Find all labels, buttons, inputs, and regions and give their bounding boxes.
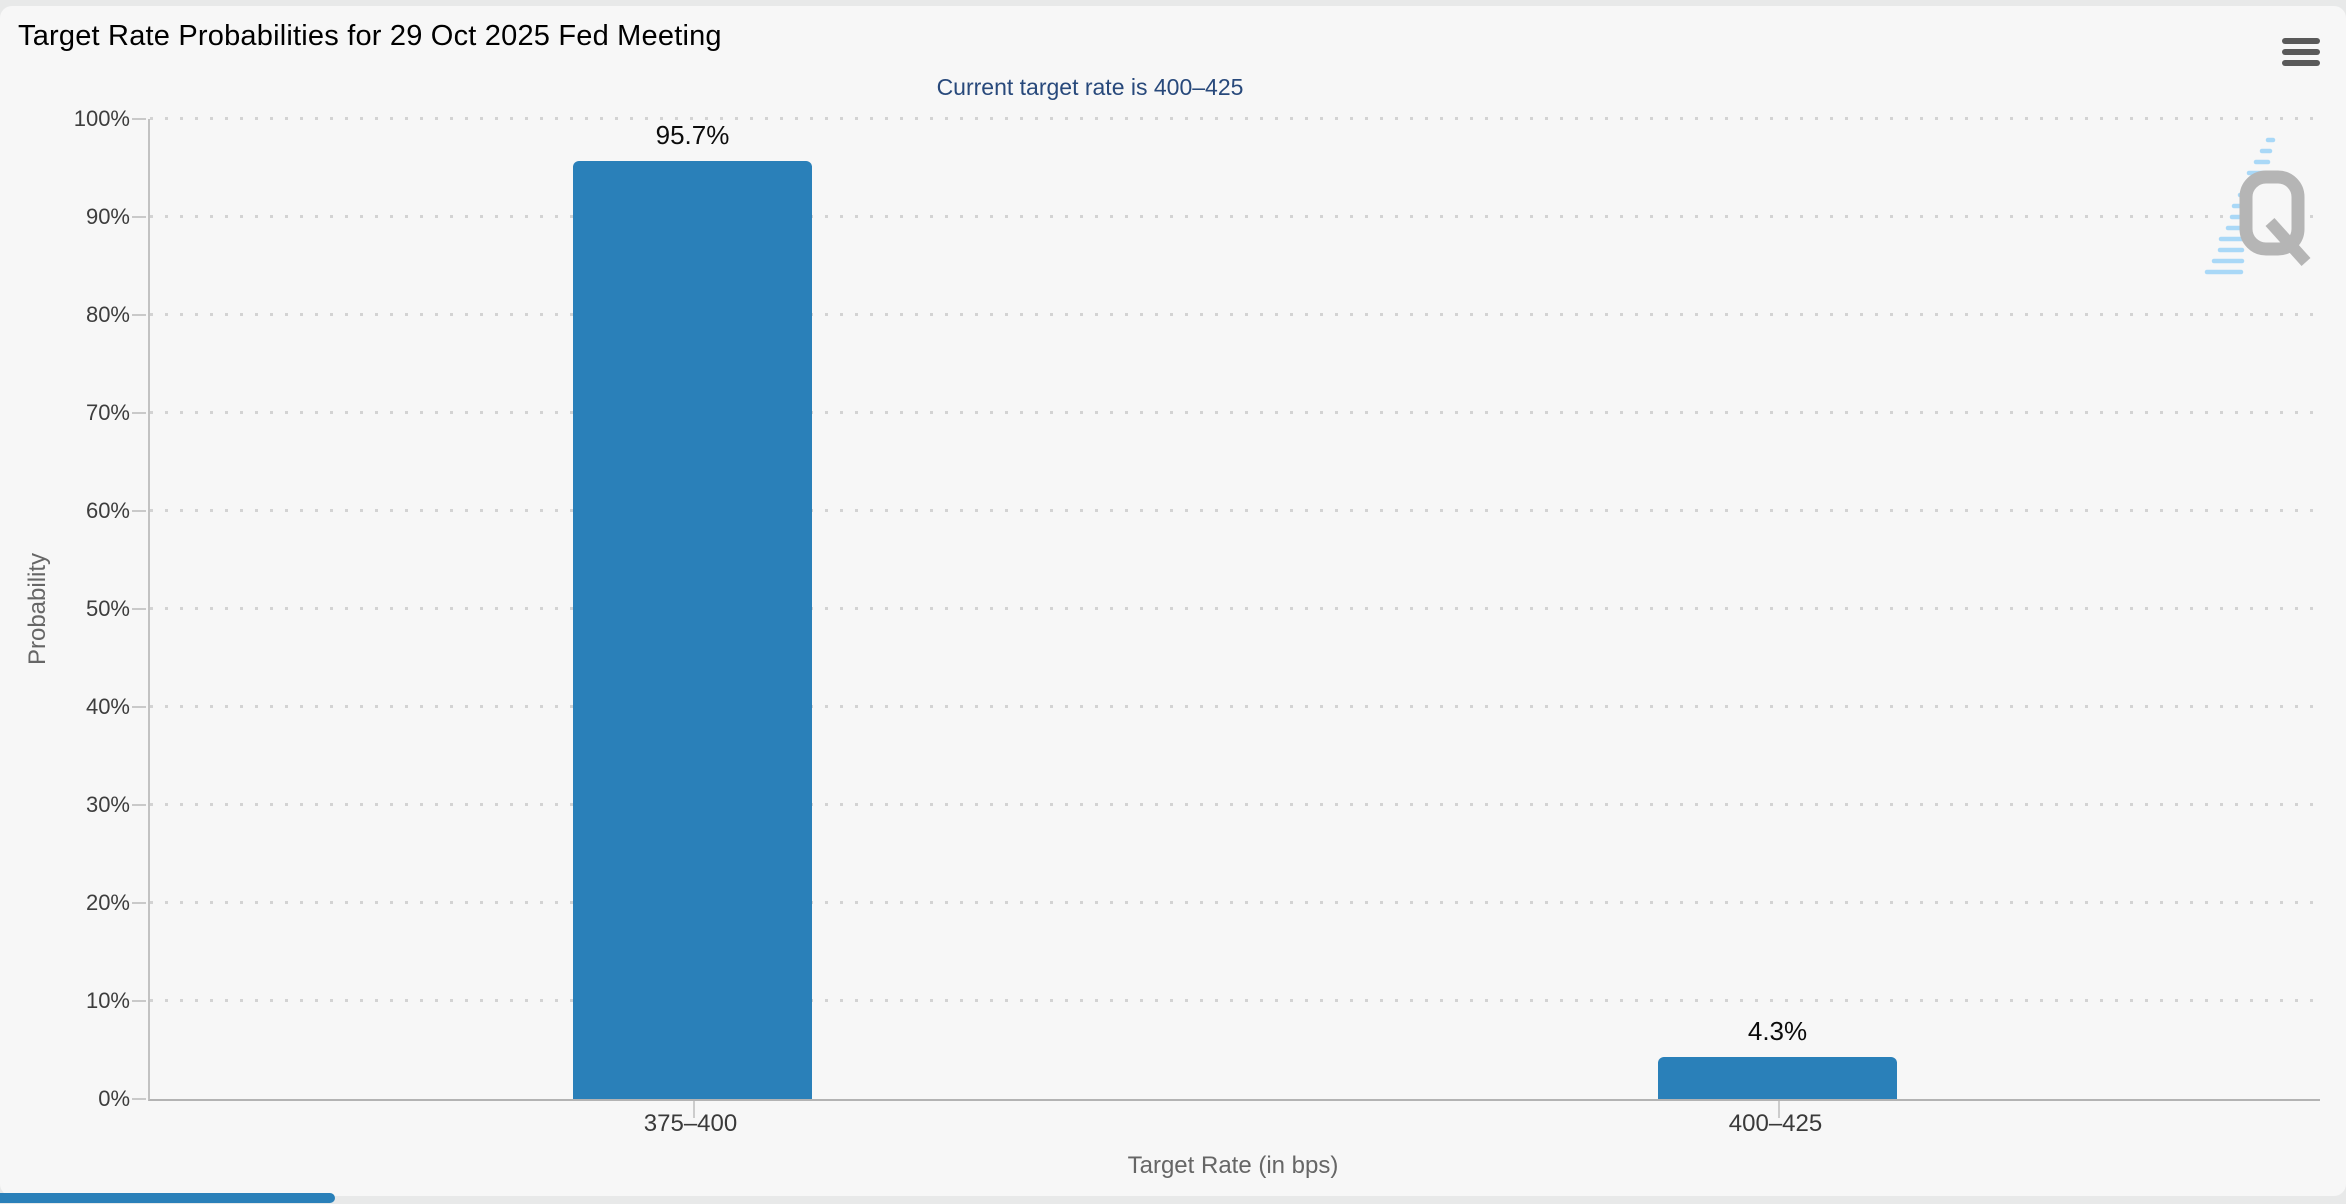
x-axis-labels: 375–400 400–425: [148, 1110, 2318, 1146]
y-axis-labels: 0% 10% 20% 30% 40% 50% 60% 70% 80% 90% 100%: [0, 106, 146, 1111]
gridline: [150, 607, 2320, 610]
horizontal-scrollbar-thumb[interactable]: [0, 1193, 335, 1203]
y-tick: [132, 412, 146, 414]
y-tick-label: 20%: [85, 890, 130, 915]
watermark-q-letter-icon: [2239, 170, 2311, 267]
y-tick: [132, 804, 146, 806]
chart-subtitle: Current target rate is 400–425: [936, 74, 1244, 100]
menu-bar: [2282, 49, 2320, 55]
y-tick: [132, 216, 146, 218]
x-tick: [1777, 1101, 1780, 1118]
y-tick: [132, 902, 146, 904]
watermark-q-logo-icon: [2194, 122, 2328, 277]
y-tick-label: 100%: [73, 106, 130, 131]
y-tick-label: 90%: [85, 204, 130, 229]
x-axis-title: Target Rate (in bps): [1127, 1152, 1339, 1179]
gridline: [150, 803, 2320, 806]
gridline: [150, 901, 2320, 904]
y-tick-label: 80%: [85, 302, 130, 327]
y-tick-label: 0%: [98, 1086, 130, 1111]
y-tick-label: 50%: [85, 596, 130, 621]
gridline: [150, 117, 2320, 120]
chart-bar[interactable]: [1658, 1056, 1897, 1099]
y-tick-label: 10%: [85, 988, 130, 1013]
chart-card: Target Rate Probabilities for 29 Oct 202…: [0, 6, 2346, 1196]
y-tick-label: 40%: [85, 694, 130, 719]
bar-value-label: 4.3%: [1747, 1015, 1808, 1046]
y-tick-label: 30%: [85, 792, 130, 817]
subtitle-wrap: Current target rate is 400–425: [0, 74, 2180, 101]
bar-value-label: 95.7%: [655, 120, 730, 151]
gridline: [150, 215, 2320, 218]
y-tick: [132, 608, 146, 610]
chart-bar[interactable]: [573, 161, 812, 1099]
x-tick: [692, 1101, 695, 1118]
y-tick: [132, 314, 146, 316]
plot-area: 95.7% 4.3%: [148, 117, 2320, 1118]
menu-bar: [2282, 60, 2320, 66]
x-tick-label: 375–400: [643, 1110, 738, 1137]
gridline: [150, 999, 2320, 1002]
y-tick: [132, 706, 146, 708]
menu-bar: [2282, 38, 2320, 44]
chart-title: Target Rate Probabilities for 29 Oct 202…: [18, 20, 722, 52]
y-tick: [132, 510, 146, 512]
gridline: [150, 313, 2320, 316]
y-tick: [132, 118, 146, 120]
menu-icon[interactable]: [2282, 33, 2320, 71]
y-tick-label: 60%: [85, 498, 130, 523]
y-tick: [132, 1098, 146, 1100]
x-tick-label: 400–425: [1728, 1110, 1823, 1137]
y-tick: [132, 1000, 146, 1002]
gridline: [150, 411, 2320, 414]
y-tick-label: 70%: [85, 400, 130, 425]
gridline: [150, 705, 2320, 708]
gridline: [150, 509, 2320, 512]
